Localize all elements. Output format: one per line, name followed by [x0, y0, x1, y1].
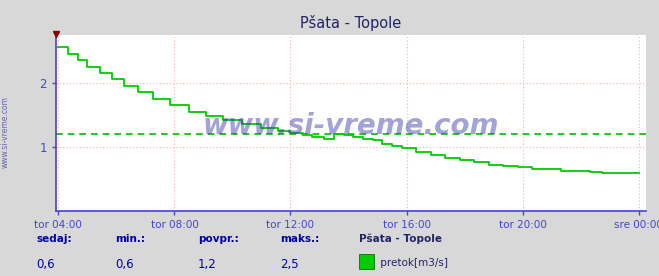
- Text: www.si-vreme.com: www.si-vreme.com: [1, 97, 10, 168]
- Text: min.:: min.:: [115, 233, 146, 243]
- Text: 1,2: 1,2: [198, 258, 216, 271]
- Text: povpr.:: povpr.:: [198, 233, 239, 243]
- Text: www.si-vreme.com: www.si-vreme.com: [203, 112, 499, 140]
- Text: pretok[m3/s]: pretok[m3/s]: [377, 258, 448, 268]
- Title: Pšata - Topole: Pšata - Topole: [301, 15, 401, 31]
- Text: maks.:: maks.:: [280, 233, 320, 243]
- Text: 2,5: 2,5: [280, 258, 299, 271]
- Text: sedaj:: sedaj:: [36, 233, 72, 243]
- Text: Pšata - Topole: Pšata - Topole: [359, 233, 442, 243]
- Text: 0,6: 0,6: [115, 258, 134, 271]
- Text: 0,6: 0,6: [36, 258, 55, 271]
